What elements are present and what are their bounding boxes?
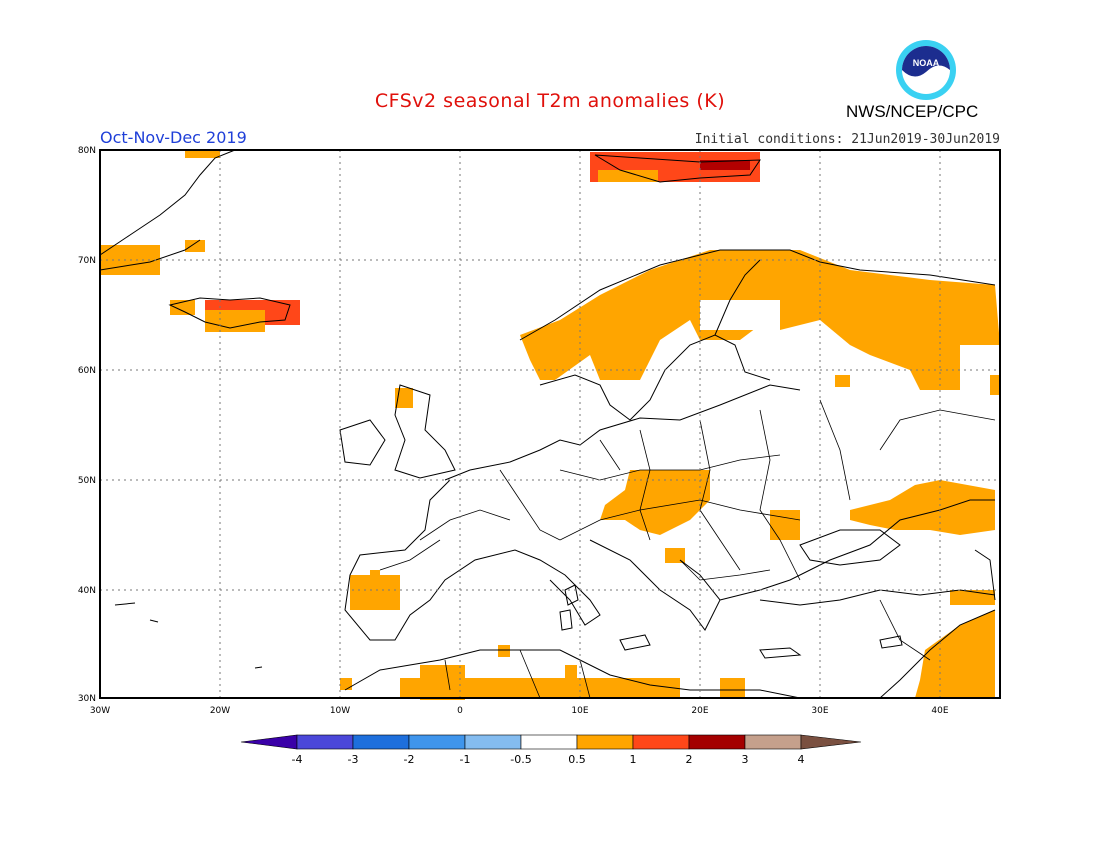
legend-label: 1	[630, 753, 637, 766]
legend-label: -4	[292, 753, 303, 766]
color-bar-swatch	[240, 734, 298, 750]
season-label: Oct-Nov-Dec 2019	[100, 128, 247, 147]
map-frame	[99, 149, 1001, 699]
legend-label: -2	[404, 753, 415, 766]
lon-label: 30W	[90, 706, 110, 716]
lat-label: 50N	[78, 476, 96, 486]
map-title: CFSv2 seasonal T2m anomalies (K)	[374, 90, 726, 112]
color-bar-swatch	[688, 734, 746, 750]
legend-label: 2	[686, 753, 693, 766]
initial-conditions-label: Initial conditions: 21Jun2019-30Jun2019	[694, 132, 1000, 147]
agency-label: NWS/NCEP/CPC	[846, 102, 979, 121]
lat-label: 30N	[78, 694, 96, 704]
legend-label: 4	[798, 753, 805, 766]
legend-label: 0.5	[568, 753, 586, 766]
lon-label: 10E	[571, 706, 588, 716]
logo-text: NOAA	[913, 58, 940, 68]
color-bar-swatch	[352, 734, 410, 750]
lon-tick-labels: 30W 20W 10W 0 10E 20E 30E 40E	[90, 706, 949, 716]
legend-label: -0.5	[510, 753, 531, 766]
noaa-logo: NOAA	[896, 40, 956, 100]
color-bar-swatch	[576, 734, 634, 750]
color-bar-swatch	[800, 734, 862, 750]
color-bar-swatch	[464, 734, 522, 750]
lon-label: 10W	[330, 706, 350, 716]
color-bar-boxes	[240, 734, 862, 750]
lon-label: 20W	[210, 706, 230, 716]
lon-label: 40E	[931, 706, 948, 716]
lat-label: 70N	[78, 256, 96, 266]
anomaly-shading	[100, 150, 1000, 700]
coastlines	[99, 149, 996, 699]
legend-label: 3	[742, 753, 749, 766]
legend-label: -3	[348, 753, 359, 766]
lat-label: 60N	[78, 366, 96, 376]
color-bar-swatch	[632, 734, 690, 750]
lat-label: 80N	[78, 146, 96, 156]
legend-label: -1	[460, 753, 471, 766]
lon-label: 20E	[691, 706, 708, 716]
lat-label: 40N	[78, 586, 96, 596]
lon-label: 30E	[811, 706, 828, 716]
color-bar-swatch	[296, 734, 354, 750]
color-bar-swatch	[408, 734, 466, 750]
lat-tick-labels: 80N 70N 60N 50N 40N 30N	[78, 146, 96, 704]
grid-lines	[100, 150, 1000, 698]
color-bar-swatch	[520, 734, 578, 750]
color-bar-swatch	[744, 734, 802, 750]
lon-label: 0	[457, 706, 463, 716]
color-bar-labels: -4 -3 -2 -1 -0.5 0.5 1 2 3 4	[292, 753, 805, 766]
